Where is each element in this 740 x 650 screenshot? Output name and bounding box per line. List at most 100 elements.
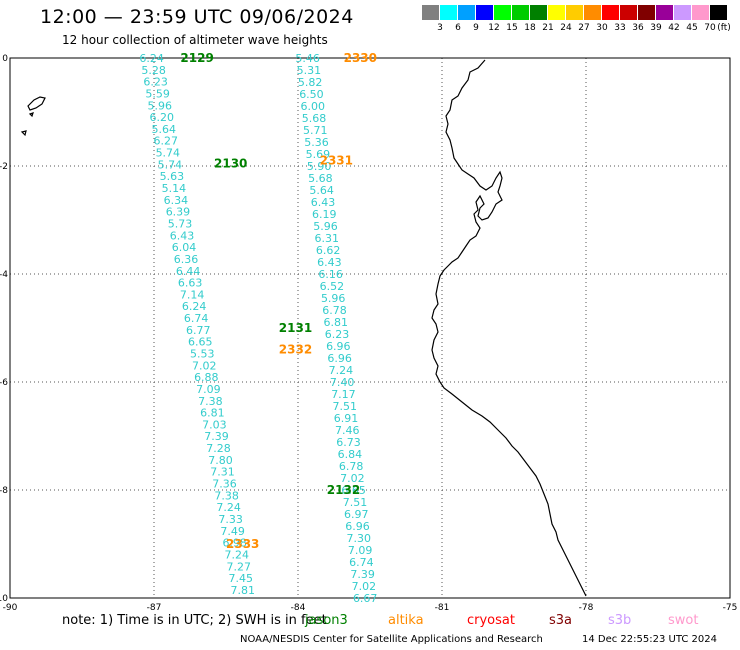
agency-credit: NOAA/NESDIS Center for Satellite Applica… <box>240 634 543 645</box>
wave-height-value: 5.64 <box>309 184 334 197</box>
wave-height-value: 7.02 <box>192 359 217 372</box>
color-swatch-label: 45 <box>686 23 698 33</box>
wave-height-value: 7.09 <box>196 383 221 396</box>
wave-height-value: 6.24 <box>182 300 207 313</box>
pass-time-label: 2129 <box>180 51 213 65</box>
wave-height-value: 5.96 <box>313 220 338 233</box>
pass-time-label: 2131 <box>279 321 312 335</box>
wave-height-value: 6.34 <box>164 194 189 207</box>
wave-height-value: 6.73 <box>336 436 361 449</box>
galapagos-island-3 <box>28 112 34 118</box>
wave-height-value: 6.65 <box>188 336 213 349</box>
pass-time-label: 2132 <box>327 483 360 497</box>
wave-height-value: 6.63 <box>178 277 203 290</box>
wave-height-value: 5.69 <box>306 148 331 161</box>
wave-height-value: 5.63 <box>160 170 185 183</box>
wave-height-value: 7.80 <box>208 454 233 467</box>
satellite-swot: swot <box>668 613 699 628</box>
wave-height-value: 6.96 <box>327 352 352 365</box>
wave-height-value: 5.96 <box>147 99 172 112</box>
wave-height-value: 5.96 <box>321 292 346 305</box>
wave-height-value: 7.45 <box>229 572 254 585</box>
wave-height-value: 6.50 <box>299 88 324 101</box>
wave-height-value: 5.71 <box>303 124 328 137</box>
color-swatch-label: 39 <box>650 23 662 33</box>
wave-height-value: 6.91 <box>334 412 359 425</box>
lon-tick-label: -81 <box>435 603 450 613</box>
wave-height-value: 7.51 <box>343 496 368 509</box>
wave-height-value: 7.24 <box>329 364 354 377</box>
wave-height-value: 6.04 <box>172 241 197 254</box>
color-swatch-label: 21 <box>542 23 554 33</box>
wave-height-value: 5.74 <box>156 147 181 160</box>
wave-height-value: 7.38 <box>214 489 239 502</box>
color-swatch <box>638 5 655 20</box>
color-swatch-label: 30 <box>596 23 608 33</box>
color-unit-label: (ft) <box>717 23 731 33</box>
wave-height-value: 7.38 <box>198 395 223 408</box>
wave-height-value: 7.33 <box>218 513 243 526</box>
color-swatch <box>422 5 439 20</box>
wave-height-value: 6.24 <box>139 52 164 65</box>
color-swatch <box>530 5 547 20</box>
wave-height-value: 6.65 <box>341 484 366 497</box>
color-swatch <box>674 5 691 20</box>
wave-height-value: 6.96 <box>345 520 370 533</box>
color-swatch-label: 27 <box>578 23 590 33</box>
wave-height-value: 6.23 <box>143 76 168 89</box>
wave-height-value: 5.64 <box>152 123 177 136</box>
wave-height-value: 6.20 <box>149 111 174 124</box>
wave-height-value: 6.43 <box>170 229 195 242</box>
wave-height-value: 6.31 <box>315 232 340 245</box>
wave-height-value: 7.46 <box>335 424 360 437</box>
wave-height-value: 7.39 <box>204 430 229 443</box>
wave-height-value: 6.81 <box>200 407 225 420</box>
pass-time-label: 2331 <box>320 154 353 168</box>
wave-height-value: 6.23 <box>325 328 350 341</box>
pass-time-label: 2333 <box>226 537 259 551</box>
pass-time-label: 2330 <box>344 51 377 65</box>
color-swatch <box>566 5 583 20</box>
wave-height-value: 5.74 <box>158 158 183 171</box>
wave-height-value: 6.74 <box>349 556 374 569</box>
wave-height-value: 6.98 <box>222 537 247 550</box>
wave-height-value: 7.14 <box>180 288 205 301</box>
wave-height-value: 5.14 <box>162 182 187 195</box>
wave-height-value: 7.28 <box>206 442 231 455</box>
color-swatch <box>548 5 565 20</box>
wave-height-value: 5.90 <box>307 160 332 173</box>
color-swatch-label: 33 <box>614 23 626 33</box>
pass-time-label: 2130 <box>214 156 247 170</box>
south-america-coastline <box>431 59 587 597</box>
lat-tick-label: -4 <box>0 270 8 280</box>
color-swatch <box>710 5 727 20</box>
satellite-altika: altika <box>388 613 424 628</box>
wave-height-value: 6.97 <box>344 508 369 521</box>
wave-height-value: 6.78 <box>322 304 347 317</box>
wave-height-value: 5.53 <box>190 348 215 361</box>
color-swatch <box>602 5 619 20</box>
wave-height-value: 6.43 <box>317 256 342 269</box>
map-title: 12:00 — 23:59 UTC 09/06/2024 <box>40 6 354 28</box>
pass-time-labels: 2129 2330 2130 2331 2131 2332 2132 2333 <box>180 51 377 551</box>
wave-height-value: 6.27 <box>154 135 179 148</box>
lat-tick-label: 0 <box>2 54 8 64</box>
wave-height-value: 6.88 <box>194 371 219 384</box>
color-swatch <box>656 5 673 20</box>
wave-height-value: 5.59 <box>145 87 170 100</box>
wave-height-value: 6.16 <box>318 268 343 281</box>
wave-height-value: 7.02 <box>352 580 377 593</box>
color-swatch-label: 24 <box>560 23 572 33</box>
wave-height-value: 6.19 <box>312 208 337 221</box>
axis-ticks: -90 -87 -84 -81 -78 -75 0 -2 -4 -6 -8 -10 <box>0 54 737 613</box>
wave-height-value: 6.74 <box>184 312 209 325</box>
wave-height-value: 6.62 <box>316 244 341 257</box>
color-swatch-label: 3 <box>437 23 443 33</box>
color-swatch <box>584 5 601 20</box>
color-swatch <box>512 5 529 20</box>
galapagos-island-2 <box>20 130 27 137</box>
color-swatch <box>494 5 511 20</box>
pass-time-label: 2332 <box>279 343 312 357</box>
color-swatch-label: 6 <box>455 23 461 33</box>
